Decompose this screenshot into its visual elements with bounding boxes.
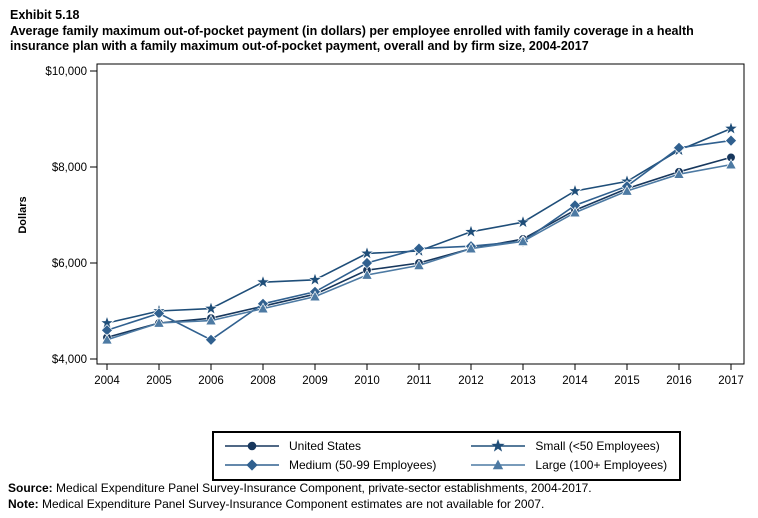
triangle-marker-large-100-employees [569, 206, 581, 218]
triangle-marker-large-100-employees [517, 235, 529, 246]
note-label: Note: [8, 496, 39, 511]
triangle-marker-large-100-employees [101, 333, 113, 345]
star-marker-small-50-employees [463, 223, 479, 239]
source-label: Source: [8, 481, 53, 495]
x-axis-tick-label: 2009 [302, 375, 328, 387]
legend-item-united-states: United States [224, 438, 436, 454]
triangle-marker-large-100-employees [205, 314, 217, 326]
y-axis-tick-label: $8,000 [52, 162, 87, 174]
y-axis-title: Dollars [17, 196, 29, 233]
triangle-marker-large-100-employees [257, 302, 269, 314]
source-text: Medical Expenditure Panel Survey-Insuran… [52, 481, 592, 495]
star-marker-small-50-employees [255, 274, 271, 289]
triangle-marker-large-100-employees [621, 184, 633, 196]
star-marker-small-50-employees [203, 300, 219, 316]
diamond-marker-medium-50-99-employees [672, 141, 686, 154]
x-axis-tick-label: 2011 [407, 375, 432, 387]
chart-area: $4,000 $6,000 $8,000 $10,000 2004 2005 2006 200… [0, 60, 758, 400]
x-axis-tick-label: 2012 [458, 375, 484, 387]
y-axis-tick-label: $10,000 [45, 66, 87, 78]
triangle-marker-large-100-employees [725, 158, 737, 170]
triangle-marker-large-100-employees [673, 168, 685, 179]
star-marker-small-50-employees [567, 182, 583, 198]
legend-item-medium-50-99-employees: Medium (50-99 Employees) [224, 457, 436, 473]
x-axis-tick-label: 2017 [718, 375, 744, 387]
x-axis-tick-label: 2014 [562, 375, 588, 387]
chart-line-small-50-employees [106, 127, 732, 324]
x-axis-tick-label: 2005 [146, 375, 172, 387]
x-axis-tick-label: 2013 [510, 375, 536, 387]
triangle-legend-icon [471, 459, 526, 470]
x-axis-tick-label: 2016 [666, 375, 692, 387]
diamond-legend-icon [225, 459, 279, 471]
star-marker-small-50-employees [307, 271, 323, 287]
triangle-marker-large-100-employees [465, 242, 477, 254]
diamond-marker-medium-50-99-employees [360, 256, 374, 270]
chart-legend: United States Small (<50 Employees) Medium… [212, 431, 682, 481]
source-line: Source: Medical Expenditure Panel Survey… [8, 481, 754, 497]
x-axis-tick-label: 2006 [198, 375, 224, 387]
legend-label: United States [289, 439, 362, 453]
y-axis-tick-label: $4,000 [52, 354, 87, 366]
x-axis-tick-label: 2015 [614, 375, 640, 387]
x-axis-tick-label: 2010 [354, 375, 380, 387]
legend-label: Large (100+ Employees) [535, 458, 668, 472]
diamond-marker-medium-50-99-employees [724, 134, 738, 147]
note-line: Note: Medical Expenditure Panel Survey-I… [8, 497, 754, 513]
star-marker-small-50-employees [723, 120, 739, 136]
note-text: Medical Expenditure Panel Survey-Insuran… [38, 496, 545, 511]
legend-item-small-50-employees: Small (<50 Employees) [470, 438, 667, 454]
diamond-marker-medium-50-99-employees [204, 333, 218, 346]
line-chart: $4,000 $6,000 $8,000 $10,000 2004 2005 2006 200… [17, 63, 745, 387]
chart-header: Exhibit 5.18 Average family maximum out-… [10, 8, 726, 55]
triangle-marker-large-100-employees [153, 316, 165, 328]
triangle-marker-large-100-employees [309, 290, 321, 302]
plot-frame [96, 63, 745, 365]
footer-notes: Source: Medical Expenditure Panel Survey… [8, 481, 754, 513]
triangle-marker-large-100-employees [413, 259, 425, 270]
triangle-marker-large-100-employees [361, 268, 373, 280]
chart-line-medium-50-99-employees [106, 139, 732, 341]
y-axis-tick-label: $6,000 [52, 258, 87, 270]
exhibit-number: Exhibit 5.18 [10, 8, 80, 22]
chart-title: Average family maximum out-of-pocket pay… [10, 23, 694, 54]
x-axis-tick-label: 2008 [250, 375, 276, 387]
legend-item-large-100-employees: Large (100+ Employees) [470, 457, 667, 473]
x-axis-tick-label: 2004 [94, 375, 120, 387]
diamond-marker-medium-50-99-employees [412, 242, 426, 255]
star-marker-small-50-employees [515, 214, 531, 229]
legend-label: Medium (50-99 Employees) [289, 458, 437, 472]
legend-label: Small (<50 Employees) [535, 439, 660, 453]
star-legend-icon [471, 439, 526, 452]
circle-legend-icon [225, 441, 279, 451]
star-marker-small-50-employees [359, 245, 375, 260]
